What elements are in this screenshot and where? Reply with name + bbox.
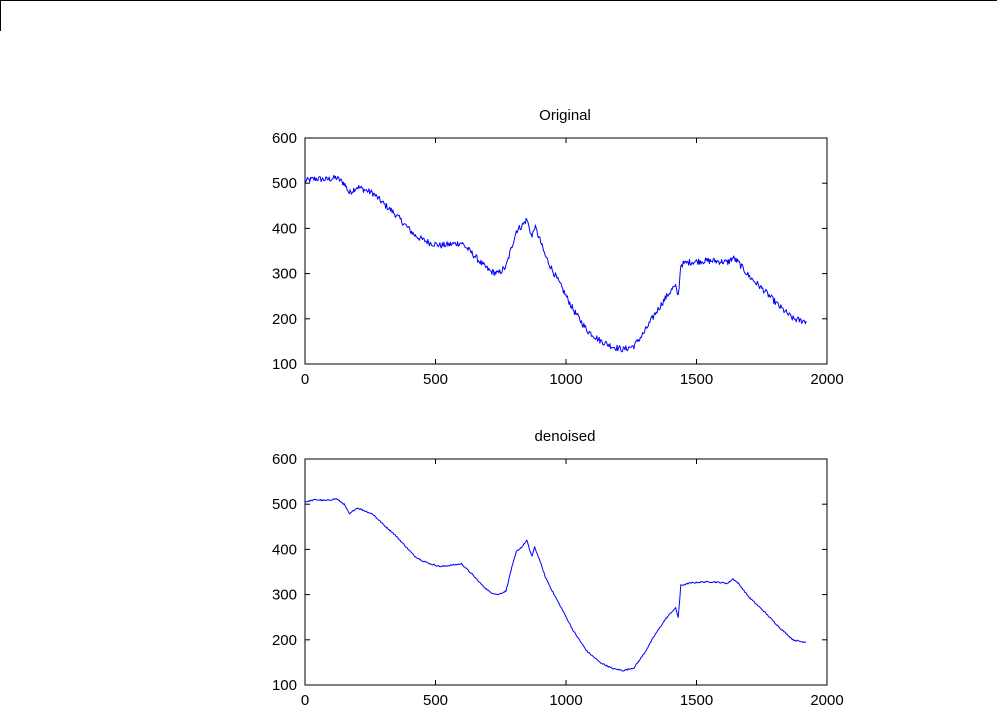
subplot-denoised: denoised 0 500 1000 1500 2000 100 200 300 400 500… bbox=[272, 428, 844, 709]
plot-title-original: Original bbox=[539, 107, 591, 124]
y-tick-label: 200 bbox=[272, 311, 297, 328]
y-tick-label: 300 bbox=[272, 266, 297, 283]
y-tick-label: 200 bbox=[272, 632, 297, 649]
plot-area-frame bbox=[304, 137, 828, 365]
x-tick-label: 1500 bbox=[680, 371, 713, 388]
x-tick-label: 1000 bbox=[549, 692, 582, 709]
x-tick-label: 2000 bbox=[810, 692, 843, 709]
y-tick-label: 100 bbox=[272, 356, 297, 373]
x-tick-label: 500 bbox=[423, 371, 448, 388]
y-tick-label: 600 bbox=[272, 451, 297, 468]
subplot-original: Original 0 500 1000 1500 2000 100 200 300 400 500… bbox=[272, 107, 844, 388]
y-tick-label: 600 bbox=[272, 130, 297, 147]
frame-top-border bbox=[0, 0, 997, 1]
y-tick-label: 400 bbox=[272, 220, 297, 237]
y-tick-label: 100 bbox=[272, 677, 297, 694]
x-tick-label: 500 bbox=[423, 692, 448, 709]
plot-area-frame bbox=[304, 458, 828, 686]
x-tick-label: 2000 bbox=[810, 371, 843, 388]
x-tick-label: 1000 bbox=[549, 371, 582, 388]
x-tick-label: 0 bbox=[301, 371, 309, 388]
y-tick-label: 300 bbox=[272, 587, 297, 604]
y-tick-label: 400 bbox=[272, 541, 297, 558]
x-tick-label: 1500 bbox=[680, 692, 713, 709]
frame-left-border bbox=[0, 0, 1, 31]
y-tick-label: 500 bbox=[272, 496, 297, 513]
y-tick-label: 500 bbox=[272, 175, 297, 192]
x-tick-label: 0 bbox=[301, 692, 309, 709]
series-line bbox=[304, 174, 807, 353]
series-line bbox=[304, 498, 807, 672]
plot-title-denoised: denoised bbox=[535, 428, 596, 445]
